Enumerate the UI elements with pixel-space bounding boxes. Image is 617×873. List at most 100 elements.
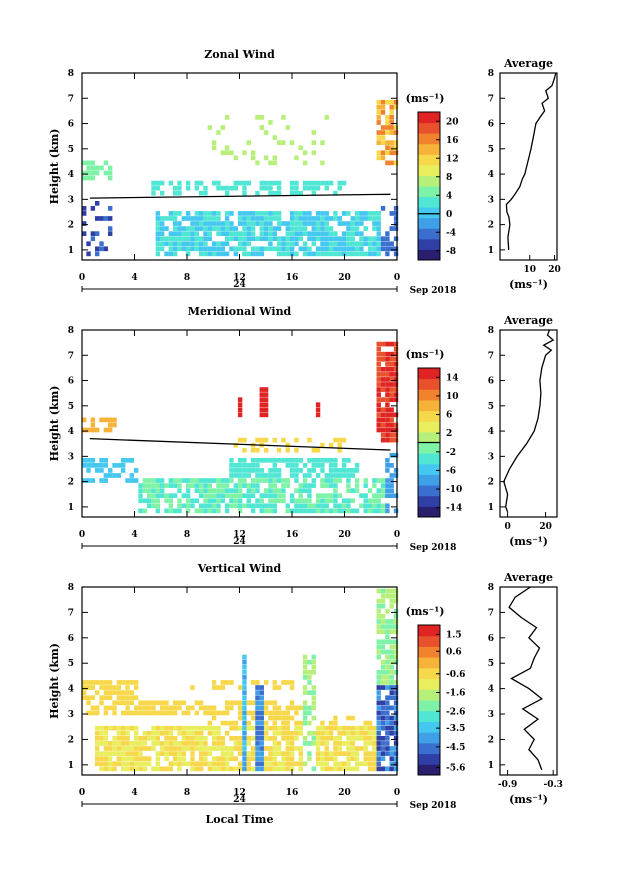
heatmap-cell xyxy=(276,216,282,221)
colorbar-tick-label: -0.6 xyxy=(446,670,465,680)
heatmap-cell xyxy=(263,700,269,706)
heatmap-cell xyxy=(298,493,303,499)
heatmap-cell xyxy=(281,710,286,716)
heatmap-cell xyxy=(250,483,256,488)
heatmap-cell xyxy=(389,427,394,433)
heatmap-cell xyxy=(263,503,269,509)
heatmap-cell xyxy=(320,483,325,488)
heatmap-cell xyxy=(211,478,217,483)
heatmap-cell xyxy=(216,685,221,690)
heatmap-cell xyxy=(276,725,282,731)
heatmap-cell xyxy=(155,478,161,483)
heatmap-cell xyxy=(376,766,381,772)
heatmap-cell xyxy=(155,736,161,741)
heatmap-cell xyxy=(337,180,342,186)
heatmap-cell xyxy=(328,751,334,756)
heatmap-cell xyxy=(255,695,260,701)
heatmap-cell xyxy=(203,761,208,767)
heatmap-cell xyxy=(155,700,161,706)
heatmap-cell xyxy=(220,125,225,130)
heatmap-cell xyxy=(86,478,91,483)
heatmap-cell xyxy=(285,756,290,762)
heatmap-cell xyxy=(233,155,238,161)
heatmap-cell xyxy=(285,503,290,509)
heatmap-cell xyxy=(237,503,243,509)
heatmap-cell xyxy=(302,221,308,226)
heatmap-cell xyxy=(376,422,381,428)
heatmap-cell xyxy=(311,190,316,196)
heatmap-cell xyxy=(385,664,390,670)
heatmap-cell xyxy=(190,241,195,247)
heatmap-cell xyxy=(346,746,351,751)
heatmap-cell xyxy=(99,216,104,221)
profile-y-tick-label: 1 xyxy=(488,503,494,513)
heatmap-cell xyxy=(272,720,277,726)
heatmap-cell xyxy=(333,736,338,741)
heatmap-cell xyxy=(298,508,303,514)
heatmap-cell xyxy=(133,695,139,701)
heatmap-cell xyxy=(164,508,169,514)
profile-x-tick-label: -0.3 xyxy=(543,780,562,790)
heatmap-cell xyxy=(155,730,161,736)
heatmap-cell xyxy=(177,700,182,706)
heatmap-cell xyxy=(211,503,217,509)
heatmap-cell xyxy=(393,437,399,443)
heatmap-cell xyxy=(155,488,161,493)
heatmap-cell xyxy=(194,246,200,252)
heatmap-cell xyxy=(220,741,225,746)
heatmap-cell xyxy=(289,761,295,767)
profile-title: Average xyxy=(503,314,553,327)
heatmap-cell xyxy=(281,725,286,731)
heatmap-cell xyxy=(181,493,187,499)
heatmap-cell xyxy=(289,705,295,711)
heatmap-cell xyxy=(385,588,390,594)
heatmap-cell xyxy=(224,680,230,685)
heatmap-cell xyxy=(393,392,399,397)
heatmap-cell xyxy=(159,231,165,236)
heatmap-cell xyxy=(289,730,295,736)
heatmap-cell xyxy=(90,463,96,468)
heatmap-cell xyxy=(82,221,87,226)
heatmap-cell xyxy=(255,473,260,478)
heatmap-cell xyxy=(198,190,204,196)
heatmap-cell xyxy=(294,503,299,509)
y-tick-label: 6 xyxy=(68,634,74,644)
heatmap-cell xyxy=(250,478,256,483)
heatmap-cell xyxy=(315,211,321,216)
heatmap-cell xyxy=(190,736,195,741)
heatmap-cell xyxy=(380,493,386,499)
heatmap-cell xyxy=(242,695,247,701)
heatmap-cell xyxy=(255,478,260,483)
heatmap-cell xyxy=(159,190,165,196)
heatmap-cell xyxy=(289,216,295,221)
heatmap-cell xyxy=(211,145,217,151)
heatmap-cell xyxy=(99,751,104,756)
heatmap-cell xyxy=(380,619,386,624)
heatmap-cell xyxy=(146,700,152,706)
heatmap-cell xyxy=(198,508,204,514)
heatmap-cell xyxy=(242,437,247,443)
heatmap-cell xyxy=(246,211,251,216)
heatmap-cells xyxy=(82,588,399,772)
heatmap-cell xyxy=(155,236,161,242)
heatmap-cell xyxy=(389,366,394,372)
heatmap-cell xyxy=(389,392,394,397)
heatmap-cell xyxy=(363,730,368,736)
heatmap-cell xyxy=(255,457,260,463)
heatmap-cell xyxy=(207,216,213,221)
heatmap-cell xyxy=(263,493,269,499)
heatmap-cell xyxy=(155,211,161,216)
y-tick-label: 4 xyxy=(68,427,74,437)
heatmap-cell xyxy=(185,226,191,231)
heatmap-cell xyxy=(237,488,243,493)
heatmap-cell xyxy=(276,685,282,690)
heatmap-cell xyxy=(86,710,91,716)
heatmap-cell xyxy=(268,700,273,706)
colorbar-segment xyxy=(418,678,440,690)
heatmap-cell xyxy=(311,736,316,741)
heatmap-cell xyxy=(168,705,174,711)
heatmap-cell xyxy=(389,246,394,252)
heatmap-cell xyxy=(116,685,122,690)
heatmap-cell xyxy=(177,730,182,736)
heatmap-cell xyxy=(276,221,282,226)
